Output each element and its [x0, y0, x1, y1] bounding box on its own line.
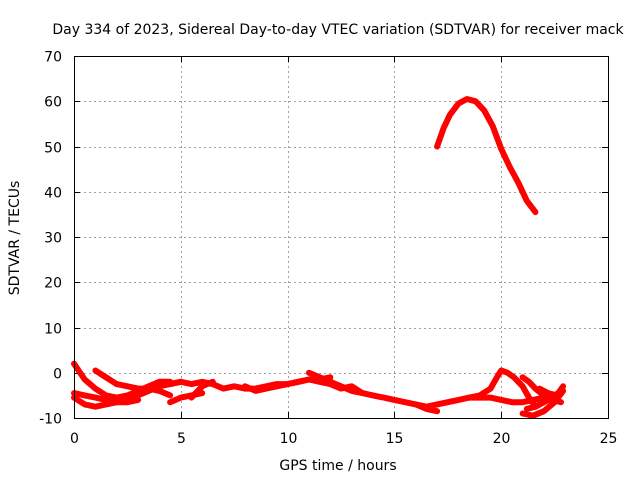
series-line-3 — [92, 367, 174, 399]
y-tick-label: -10 — [39, 412, 62, 428]
series-line-4 — [71, 390, 142, 406]
series-line-11 — [466, 367, 539, 410]
series-line-9 — [306, 369, 366, 397]
y-tick-label: 30 — [44, 231, 62, 247]
y-axis-ticks: -10 0 10 20 30 40 50 60 70 — [39, 50, 608, 428]
x-tick-label: 15 — [386, 431, 404, 447]
y-axis-title: SDTVAR / TECUs — [7, 181, 23, 296]
series-line-16 — [434, 96, 539, 216]
plot-frame — [74, 56, 609, 419]
series-line-13 — [519, 387, 567, 419]
grid — [74, 56, 608, 418]
chart-title: Day 334 of 2023, Sidereal Day-to-day VTE… — [52, 22, 624, 38]
y-tick-label: 0 — [53, 367, 62, 383]
x-tick-label: 25 — [600, 431, 618, 447]
y-tick-label: 70 — [44, 50, 62, 66]
series-line-15 — [536, 383, 567, 399]
x-axis-ticks: 0 5 10 15 20 25 — [70, 56, 617, 447]
x-tick-label: 5 — [177, 431, 186, 447]
y-tick-label: 10 — [44, 322, 62, 338]
x-tick-label: 10 — [280, 431, 298, 447]
series-line-1 — [71, 360, 174, 401]
x-axis-title: GPS time / hours — [279, 458, 396, 474]
series-line-8 — [241, 374, 334, 394]
series-group — [71, 96, 567, 419]
y-tick-label: 50 — [44, 141, 62, 157]
x-tick-label: 20 — [493, 431, 511, 447]
y-tick-label: 40 — [44, 186, 62, 202]
y-tick-label: 20 — [44, 276, 62, 292]
series-line-7 — [188, 378, 216, 401]
x-tick-label: 0 — [70, 431, 79, 447]
y-tick-label: 60 — [44, 95, 62, 111]
